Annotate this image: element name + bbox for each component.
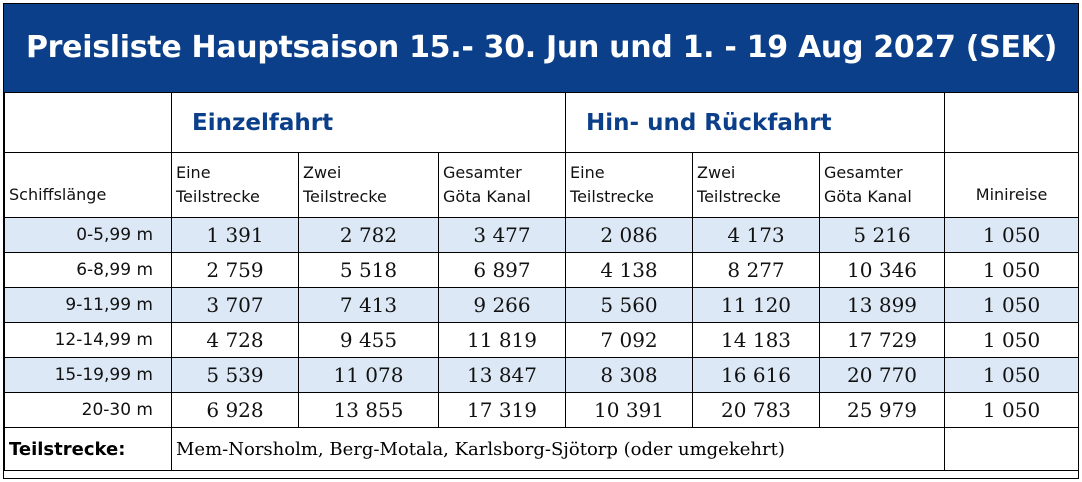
price-cell: 1 050: [944, 392, 1080, 428]
price-cell: 13 899: [819, 287, 946, 323]
table-row: 9-11,99 m 3 707 7 413 9 266 5 560 11 120…: [4, 287, 1080, 323]
length-cell: 9-11,99 m: [4, 287, 172, 323]
header-line1: Gesamter: [443, 163, 522, 182]
price-cell: 20 770: [819, 357, 946, 393]
footer-empty-cell: [944, 427, 1080, 471]
table-row: 20-30 m 6 928 13 855 17 319 10 391 20 78…: [4, 392, 1080, 428]
price-cell: 13 847: [437, 357, 567, 393]
page-title: Preisliste Hauptsaison 15.- 30. Jun und …: [4, 4, 1078, 92]
header-return-full: Gesamter Göta Kanal: [819, 152, 946, 218]
price-cell: 1 391: [171, 217, 299, 253]
length-cell: 20-30 m: [4, 392, 172, 428]
price-cell: 8 277: [692, 252, 821, 288]
price-cell: 10 391: [565, 392, 694, 428]
length-cell: 12-14,99 m: [4, 322, 172, 358]
price-table: Einzelfahrt Hin- und Rückfahrt Schiffslä…: [4, 92, 1080, 471]
price-cell: 5 560: [565, 287, 694, 323]
header-line2: Göta Kanal: [443, 187, 531, 206]
price-cell: 11 819: [437, 322, 567, 358]
header-line1: Zwei: [697, 163, 736, 182]
price-cell: 1 050: [944, 357, 1080, 393]
header-length-label: Schiffslänge: [9, 185, 107, 204]
price-cell: 1 050: [944, 287, 1080, 323]
table-row: 12-14,99 m 4 728 9 455 11 819 7 092 14 1…: [4, 322, 1080, 358]
price-cell: 14 183: [692, 322, 821, 358]
group-header-return: Hin- und Rückfahrt: [565, 92, 946, 153]
header-minireise: Minireise: [944, 152, 1080, 218]
price-cell: 5 539: [171, 357, 299, 393]
empty-group-cell: [944, 92, 1080, 153]
header-line1: Zwei: [303, 163, 342, 182]
price-cell: 5 518: [298, 252, 439, 288]
header-line1: Gesamter: [824, 163, 903, 182]
price-cell: 9 266: [437, 287, 567, 323]
column-header-row: Schiffslänge Eine Teilstrecke Zwei Teilstr…: [4, 152, 1080, 218]
price-cell: 3 477: [437, 217, 567, 253]
price-cell: 25 979: [819, 392, 946, 428]
price-cell: 7 092: [565, 322, 694, 358]
footer-label: Teilstrecke:: [4, 427, 172, 471]
table-row: 0-5,99 m 1 391 2 782 3 477 2 086 4 173 5…: [4, 217, 1080, 253]
header-single-one: Eine Teilstrecke: [171, 152, 299, 218]
length-cell: 15-19,99 m: [4, 357, 172, 393]
footer-row: Teilstrecke: Mem-Norsholm, Berg-Motala, …: [4, 427, 1080, 471]
price-cell: 4 173: [692, 217, 821, 253]
footer-text: Mem-Norsholm, Berg-Motala, Karlsborg-Sjö…: [170, 427, 946, 471]
price-cell: 4 728: [171, 322, 299, 358]
length-cell: 0-5,99 m: [4, 217, 172, 253]
header-line1: Eine: [570, 163, 605, 182]
header-minireise-label: Minireise: [975, 185, 1048, 204]
group-header-single: Einzelfahrt: [170, 92, 567, 153]
price-cell: 5 216: [819, 217, 946, 253]
price-cell: 16 616: [692, 357, 821, 393]
header-single-full: Gesamter Göta Kanal: [437, 152, 567, 218]
price-cell: 10 346: [819, 252, 946, 288]
header-return-two: Zwei Teilstrecke: [692, 152, 821, 218]
table-row: 15-19,99 m 5 539 11 078 13 847 8 308 16 …: [4, 357, 1080, 393]
price-cell: 9 455: [298, 322, 439, 358]
length-cell: 6-8,99 m: [4, 252, 172, 288]
empty-corner-cell: [4, 92, 172, 153]
header-length: Schiffslänge: [4, 152, 172, 218]
price-cell: 1 050: [944, 217, 1080, 253]
header-single-two: Zwei Teilstrecke: [298, 152, 439, 218]
group-header-row: Einzelfahrt Hin- und Rückfahrt: [4, 92, 1080, 153]
price-cell: 1 050: [944, 322, 1080, 358]
header-line1: Eine: [176, 163, 211, 182]
price-list: Preisliste Hauptsaison 15.- 30. Jun und …: [3, 3, 1080, 479]
price-cell: 8 308: [565, 357, 694, 393]
header-return-one: Eine Teilstrecke: [565, 152, 694, 218]
price-cell: 2 759: [171, 252, 299, 288]
price-cell: 11 120: [692, 287, 821, 323]
price-cell: 2 086: [565, 217, 694, 253]
table-row: 6-8,99 m 2 759 5 518 6 897 4 138 8 277 1…: [4, 252, 1080, 288]
price-cell: 6 897: [437, 252, 567, 288]
price-cell: 1 050: [944, 252, 1080, 288]
price-cell: 4 138: [565, 252, 694, 288]
price-cell: 20 783: [692, 392, 821, 428]
header-line2: Teilstrecke: [697, 187, 781, 206]
price-cell: 2 782: [298, 217, 439, 253]
price-cell: 13 855: [298, 392, 439, 428]
header-line2: Teilstrecke: [303, 187, 387, 206]
price-cell: 3 707: [171, 287, 299, 323]
header-line2: Teilstrecke: [176, 187, 260, 206]
price-cell: 17 729: [819, 322, 946, 358]
header-line2: Teilstrecke: [570, 187, 654, 206]
price-cell: 7 413: [298, 287, 439, 323]
header-line2: Göta Kanal: [824, 187, 912, 206]
price-cell: 6 928: [171, 392, 299, 428]
price-cell: 11 078: [298, 357, 439, 393]
price-cell: 17 319: [437, 392, 567, 428]
